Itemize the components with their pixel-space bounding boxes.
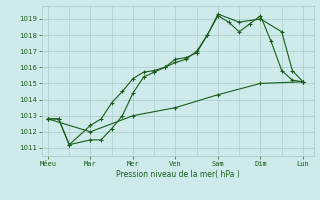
X-axis label: Pression niveau de la mer( hPa ): Pression niveau de la mer( hPa ) bbox=[116, 170, 239, 179]
